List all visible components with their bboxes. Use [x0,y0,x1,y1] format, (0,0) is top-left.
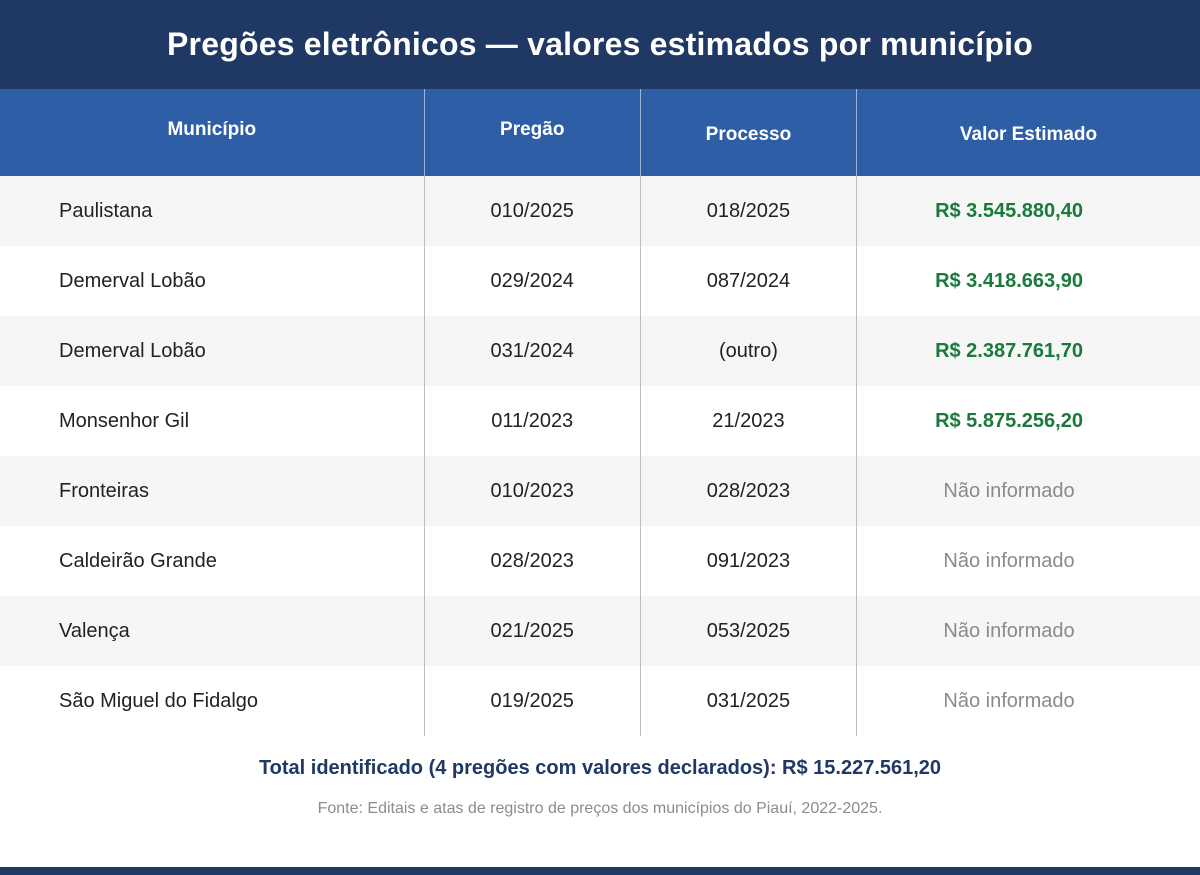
table-container: Município Pregão Processo Valor Estimado… [0,89,1200,736]
cell-pregao: 010/2025 [423,176,641,246]
cell-valor-estimado: Não informado [856,526,1200,596]
table-row: Demerval Lobão 029/2024 087/2024 R$ 3.418.6… [0,246,1200,316]
total-summary: Total identificado (4 pregões com valore… [258,757,942,779]
cell-processo: 21/2023 [639,386,857,456]
cell-processo: 031/2025 [639,666,857,736]
cell-municipio: Fronteiras [0,456,425,526]
bottom-bar [0,867,1200,875]
cell-municipio: Valença [0,596,425,666]
table-header: Município Pregão Processo Valor Estimado [0,89,1200,176]
cell-valor-estimado: R$ 5.875.256,20 [856,386,1200,456]
title-bar: Pregões eletrônicos — valores estimados … [0,0,1200,89]
column-header-valor: Valor Estimado [856,89,1200,176]
table-row: Paulistana 010/2025 018/2025 R$ 3.545.880,4… [0,176,1200,246]
cell-valor-estimado: R$ 2.387.761,70 [856,316,1200,386]
header-row: Município Pregão Processo Valor Estimado [0,89,1200,176]
table-row: Monsenhor Gil 011/2023 21/2023 R$ 5.875.256… [0,386,1200,456]
cell-valor-estimado: R$ 3.418.663,90 [856,246,1200,316]
cell-municipio: Demerval Lobão [0,246,425,316]
cell-valor-estimado: Não informado [856,596,1200,666]
cell-municipio: Demerval Lobão [0,316,425,386]
cell-pregao: 019/2025 [423,666,641,736]
cell-processo: 028/2023 [639,456,857,526]
column-header-processo: Processo [639,89,857,176]
cell-pregao: 031/2024 [423,316,641,386]
cell-valor-estimado: Não informado [856,666,1200,736]
table-row: Caldeirão Grande 028/2023 091/2023 Não info… [0,526,1200,596]
source-note: Fonte: Editais e atas de registro de pre… [317,800,883,817]
cell-valor-estimado: R$ 3.545.880,40 [856,176,1200,246]
table-body: Paulistana 010/2025 018/2025 R$ 3.545.880,4… [0,176,1200,736]
cell-processo: 018/2025 [639,176,857,246]
cell-valor-estimado: Não informado [856,456,1200,526]
column-header-pregao: Pregão [423,89,641,176]
table-row: São Miguel do Fidalgo 019/2025 031/2025 Não… [0,666,1200,736]
cell-processo: 087/2024 [639,246,857,316]
cell-pregao: 010/2023 [423,456,641,526]
table-row: Valença 021/2025 053/2025 Não informado [0,596,1200,666]
cell-pregao: 028/2023 [423,526,641,596]
cell-processo: (outro) [639,316,857,386]
column-header-municipio: Município [0,89,425,176]
cell-pregao: 021/2025 [423,596,641,666]
cell-processo: 053/2025 [639,596,857,666]
cell-pregao: 029/2024 [423,246,641,316]
table-row: Fronteiras 010/2023 028/2023 Não informado [0,456,1200,526]
cell-municipio: Paulistana [0,176,425,246]
page-title: Pregões eletrônicos — valores estimados … [167,26,1033,62]
cell-municipio: Monsenhor Gil [0,386,425,456]
data-table: Município Pregão Processo Valor Estimado… [0,89,1200,736]
cell-processo: 091/2023 [639,526,857,596]
cell-municipio: Caldeirão Grande [0,526,425,596]
table-row: Demerval Lobão 031/2024 (outro) R$ 2.387.76… [0,316,1200,386]
cell-pregao: 011/2023 [423,386,641,456]
cell-municipio: São Miguel do Fidalgo [0,666,425,736]
